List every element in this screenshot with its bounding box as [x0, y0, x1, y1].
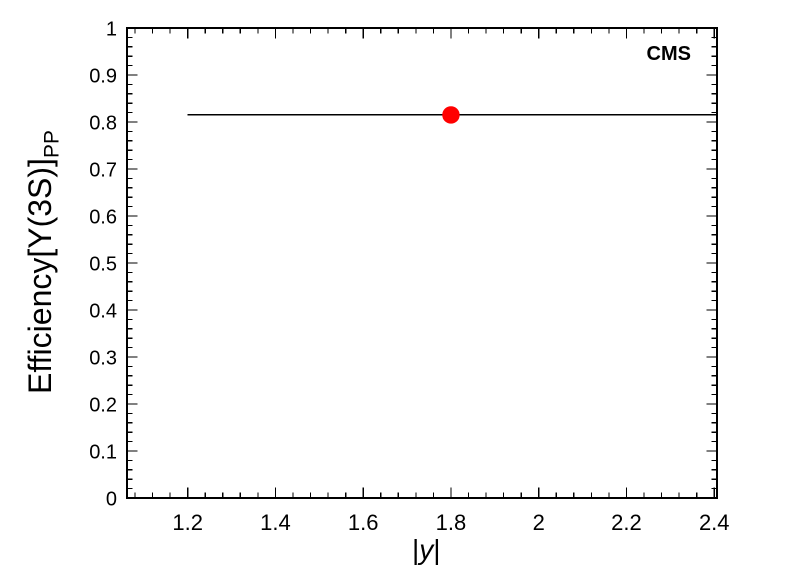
- svg-text:CMS: CMS: [647, 43, 691, 65]
- svg-text:1: 1: [106, 19, 117, 41]
- svg-text:0.4: 0.4: [89, 301, 117, 323]
- svg-text:1.6: 1.6: [348, 510, 379, 535]
- svg-text:0.7: 0.7: [89, 160, 117, 182]
- svg-text:2.2: 2.2: [611, 510, 642, 535]
- svg-text:0.8: 0.8: [89, 113, 117, 135]
- svg-text:1.4: 1.4: [260, 510, 291, 535]
- svg-text:1.8: 1.8: [436, 510, 467, 535]
- svg-text:1.2: 1.2: [172, 510, 203, 535]
- svg-text:2: 2: [533, 510, 545, 535]
- svg-text:0.1: 0.1: [89, 442, 117, 464]
- svg-text:0.2: 0.2: [89, 395, 117, 417]
- svg-text:0.9: 0.9: [89, 66, 117, 88]
- svg-text:2.4: 2.4: [699, 510, 730, 535]
- svg-text:0: 0: [106, 489, 117, 511]
- svg-text:0.6: 0.6: [89, 207, 117, 229]
- svg-text:0.3: 0.3: [89, 348, 117, 370]
- svg-text:0.5: 0.5: [89, 254, 117, 276]
